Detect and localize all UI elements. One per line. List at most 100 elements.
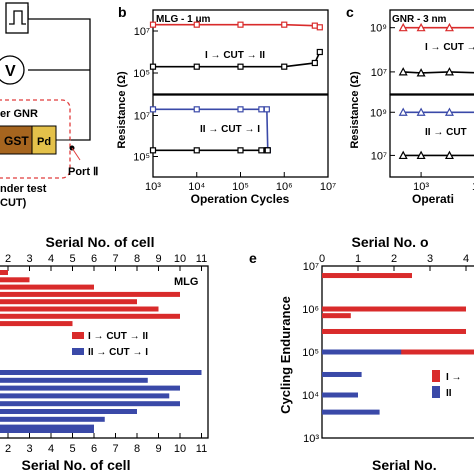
panel-c-title: GNR - 3 nm [392, 14, 447, 25]
b-marker [237, 21, 244, 28]
b-xtick-label: 10⁷ [320, 181, 336, 193]
b-marker [149, 106, 157, 113]
d-bar-blue [0, 424, 94, 430]
panel-b: b Resistance (Ω) MLG - 1 μm Ι → CUT → ΙΙ… [116, 4, 336, 206]
e-ytick-label: 10⁶ [302, 304, 319, 316]
b-marker [193, 106, 200, 113]
panel-c-legend-bottom: ΙΙ → CUT [425, 127, 467, 138]
d-bottom-tick-label: 8 [134, 443, 140, 455]
panel-c-xlabel: Operati [412, 192, 454, 206]
b-series-line [153, 23, 321, 29]
panel-d-plot [0, 265, 209, 439]
e-bar-red [322, 306, 466, 312]
e-top-tick-label: 4 [463, 253, 469, 265]
e-top-tick-label: 1 [355, 253, 361, 265]
panel-d-top-label: Serial No. of cell [46, 234, 155, 250]
b-series-line [153, 108, 269, 151]
e-bar-blue [322, 409, 380, 415]
b-marker [193, 147, 200, 154]
panel-c-top-plot [389, 9, 474, 95]
c-ytick-label: 10⁷ [371, 150, 387, 162]
d-bottom-tick-label: 9 [155, 443, 161, 455]
material-label: er GNR [0, 108, 38, 120]
b-ytick-label: 10⁵ [133, 68, 150, 80]
port-label: Port Ⅱ [68, 166, 98, 178]
panel-d-legend-2: ΙΙ → CUT → Ι [88, 347, 148, 358]
c-marker [398, 22, 408, 32]
d-bar-blue [0, 409, 137, 414]
panel-d: Serial No. of cell MLG Ι → CUT → ΙΙ ΙΙ →… [0, 234, 209, 473]
panel-d-legend-swatch-2 [72, 348, 84, 355]
b-marker [263, 106, 270, 113]
panel-d-bottom-label: Serial No. of cell [22, 457, 131, 473]
c-marker [416, 68, 426, 77]
b-marker [281, 63, 288, 70]
d-top-tick-label: 3 [26, 253, 32, 265]
e-bar-red [322, 313, 351, 319]
panel-e-legend-swatch-1 [432, 370, 440, 382]
panel-b-title: MLG - 1 μm [156, 14, 211, 25]
under-test-label-1: nder test [0, 183, 47, 195]
b-marker [316, 48, 323, 56]
gst-label: GST [4, 134, 29, 148]
c-series-line [403, 71, 474, 74]
b-marker [264, 147, 271, 154]
panel-e-legend-2: ΙΙ [446, 388, 452, 399]
panel-c-legend-top: Ι → CUT → ΙΙ [425, 42, 474, 53]
d-top-tick-label: 10 [174, 253, 186, 265]
d-bar-blue [0, 401, 180, 407]
e-top-tick-label: 3 [427, 253, 433, 265]
panel-c-ylabel: Resistance (Ω) [349, 71, 361, 149]
b-marker [149, 21, 157, 28]
panel-e-letter: e [249, 250, 257, 266]
panel-d-legend-1: Ι → CUT → ΙΙ [88, 331, 148, 342]
d-top-tick-label: 4 [48, 253, 54, 265]
c-ytick-label: 10⁹ [370, 23, 387, 35]
panel-e-bottom-label: Serial No. [372, 457, 437, 473]
d-top-tick-label: 6 [91, 253, 97, 265]
b-marker [149, 147, 157, 154]
e-ytick-label: 10⁵ [302, 347, 319, 359]
d-bottom-tick-label: 10 [174, 443, 186, 455]
d-bottom-tick-label: 5 [69, 443, 75, 455]
e-bar-red [322, 273, 412, 279]
d-top-tick-label: 9 [155, 253, 161, 265]
d-bar-red [0, 277, 30, 283]
panel-c-letter: c [346, 4, 354, 20]
d-top-tick-label: 7 [112, 253, 118, 265]
c-marker [398, 67, 408, 76]
c-marker [416, 150, 426, 160]
e-bar-blue [322, 349, 402, 355]
e-bar-blue [322, 371, 362, 377]
under-test-label-2: CUT) [0, 197, 27, 209]
b-marker [311, 22, 318, 29]
panel-c: c Resistance (Ω) GNR - 3 nm Ι → CUT → ΙΙ… [346, 4, 474, 206]
b-ytick-label: 10⁷ [134, 26, 150, 38]
panel-b-ylabel: Resistance (Ω) [116, 71, 128, 149]
c-xtick-label: 10³ [413, 181, 429, 193]
b-marker [193, 21, 200, 28]
e-bar-blue [322, 392, 358, 398]
e-top-tick-label: 0 [319, 253, 325, 265]
panel-b-xlabel: Operation Cycles [191, 192, 290, 206]
b-marker [316, 24, 323, 31]
d-bottom-tick-label: 11 [196, 443, 207, 455]
e-ytick-label: 10⁷ [303, 261, 319, 273]
c-ytick-label: 10⁷ [371, 67, 387, 79]
b-marker [258, 106, 265, 113]
c-marker [444, 107, 454, 116]
b-marker [193, 63, 200, 70]
d-top-tick-label: 11 [196, 253, 207, 265]
panel-b-legend-bottom: ΙΙ → CUT → Ι [200, 124, 260, 135]
d-bottom-tick-label: 6 [91, 443, 97, 455]
pd-label: Pd [37, 136, 51, 148]
d-bottom-tick-label: 7 [112, 443, 118, 455]
e-ytick-label: 10⁴ [302, 390, 319, 402]
b-xtick-label: 10⁴ [188, 181, 205, 193]
c-marker [398, 150, 408, 160]
d-bar-red [0, 270, 8, 275]
voltmeter-icon [0, 55, 25, 85]
b-ytick-label: 10⁷ [134, 111, 150, 123]
panel-e-top-label: Serial No. o [351, 234, 428, 250]
